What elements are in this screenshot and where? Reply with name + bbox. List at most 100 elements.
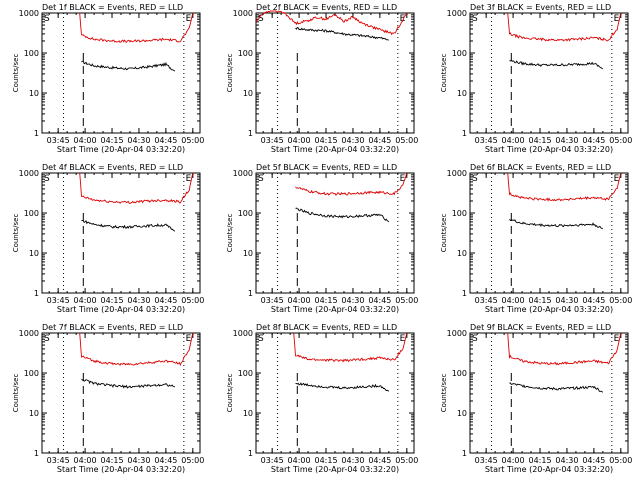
y-tick-label: 100 (238, 49, 253, 58)
x-tick-label: 04:00 (288, 456, 311, 465)
y-tick-label: 1 (248, 289, 253, 298)
x-tick-label: 04:15 (100, 456, 123, 465)
y-tick-label: 1 (462, 289, 467, 298)
x-tick-label: 04:00 (74, 136, 97, 145)
y-axis-label: Counts/sec (12, 374, 20, 413)
x-tick-label: 04:00 (502, 456, 525, 465)
panel-title: Det 5f BLACK = Events, RED = LLD (256, 163, 397, 172)
x-tick-label: 05:00 (609, 136, 632, 145)
series-line-events (509, 218, 604, 230)
y-tick-label: 100 (452, 49, 467, 58)
panel-7: Det 7f BLACK = Events, RED = LLD 1 10 100 10… (12, 323, 204, 474)
plot-frame (41, 332, 201, 454)
x-tick-label: 04:00 (502, 136, 525, 145)
panel-1: Det 1f BLACK = Events, RED = LLD 1 10 100 10… (12, 3, 204, 154)
x-tick-label: 04:15 (528, 456, 551, 465)
x-tick-label: 04:45 (368, 296, 391, 305)
y-tick-label: 1 (248, 449, 253, 458)
y-tick-label: 1 (462, 129, 467, 138)
x-tick-label: 04:30 (555, 456, 578, 465)
x-tick-label: 04:15 (314, 296, 337, 305)
y-tick-label: 10 (457, 89, 467, 98)
y-tick-label: 10 (29, 409, 39, 418)
plot-frame (255, 332, 415, 454)
series-line-events (295, 382, 390, 392)
plot-frame (469, 12, 629, 134)
y-tick-label: 10 (243, 249, 253, 258)
panel-title: Det 3f BLACK = Events, RED = LLD (470, 3, 611, 12)
plot-frame (41, 172, 201, 294)
x-tick-label: 04:15 (100, 296, 123, 305)
y-tick-label: 100 (452, 369, 467, 378)
y-axis-label: Counts/sec (440, 54, 448, 93)
y-tick-label: 1000 (447, 329, 467, 338)
y-tick-label: 100 (238, 209, 253, 218)
end-marker: E (400, 174, 406, 184)
panel-9: Det 9f BLACK = Events, RED = LLD 1 10 100 10… (440, 323, 632, 474)
x-tick-label: 03:45 (475, 456, 498, 465)
y-axis-label: Counts/sec (226, 54, 234, 93)
end-marker: E (400, 14, 406, 24)
x-tick-label: 03:45 (47, 456, 70, 465)
panel-4: Det 4f BLACK = Events, RED = LLD 1 10 100 10… (12, 163, 204, 314)
y-tick-label: 1 (462, 449, 467, 458)
series-line-events (81, 378, 176, 389)
x-tick-label: 03:45 (47, 296, 70, 305)
end-marker: E (186, 334, 192, 344)
x-tick-label: 04:45 (582, 296, 605, 305)
x-tick-label: 03:45 (47, 136, 70, 145)
x-axis-label: Start Time (20-Apr-04 03:32:20) (271, 145, 399, 154)
y-axis-label: Counts/sec (226, 214, 234, 253)
x-tick-label: 04:30 (555, 136, 578, 145)
x-tick-label: 04:15 (528, 136, 551, 145)
end-marker: E (614, 174, 620, 184)
end-marker: E (400, 334, 406, 344)
x-tick-label: 05:00 (181, 296, 204, 305)
end-marker: E (186, 14, 192, 24)
x-axis-label: Start Time (20-Apr-04 03:32:20) (485, 145, 613, 154)
x-tick-label: 04:00 (74, 456, 97, 465)
start-marker: S (258, 14, 264, 24)
y-tick-label: 10 (29, 89, 39, 98)
y-axis-label: Counts/sec (12, 54, 20, 93)
y-tick-label: 1000 (233, 329, 253, 338)
series-line-lld (293, 332, 408, 363)
plot-frame (41, 12, 201, 134)
panel-title: Det 7f BLACK = Events, RED = LLD (42, 323, 183, 332)
y-tick-label: 10 (29, 249, 39, 258)
x-tick-label: 04:00 (288, 296, 311, 305)
y-tick-label: 1000 (19, 329, 39, 338)
y-tick-label: 1 (34, 129, 39, 138)
x-tick-label: 05:00 (395, 136, 418, 145)
start-marker: S (258, 334, 264, 344)
y-tick-label: 1000 (447, 9, 467, 18)
x-tick-label: 05:00 (395, 456, 418, 465)
x-tick-label: 03:45 (261, 296, 284, 305)
series-line-lld (79, 12, 194, 44)
y-tick-label: 1 (34, 289, 39, 298)
x-tick-label: 05:00 (181, 136, 204, 145)
y-tick-label: 100 (238, 369, 253, 378)
end-marker: E (186, 174, 192, 184)
y-axis-label: Counts/sec (440, 374, 448, 413)
series-line-events (81, 60, 176, 72)
x-tick-label: 04:45 (582, 456, 605, 465)
start-marker: S (472, 174, 478, 184)
y-tick-label: 100 (24, 369, 39, 378)
series-line-events (295, 207, 390, 223)
panel-6: Det 6f BLACK = Events, RED = LLD 1 10 100 10… (440, 163, 632, 314)
panel-title: Det 2f BLACK = Events, RED = LLD (256, 3, 397, 12)
series-line-lld (507, 172, 622, 202)
x-tick-label: 04:15 (314, 136, 337, 145)
panel-5: Det 5f BLACK = Events, RED = LLD 1 10 100 10… (226, 163, 418, 314)
panel-2: Det 2f BLACK = Events, RED = LLD 1 10 100 10… (226, 3, 418, 154)
panel-title: Det 4f BLACK = Events, RED = LLD (42, 163, 183, 172)
plot-frame (255, 12, 415, 134)
series-line-lld (255, 10, 408, 36)
start-marker: S (44, 14, 50, 24)
end-marker: E (614, 334, 620, 344)
x-tick-label: 04:45 (154, 456, 177, 465)
x-tick-label: 04:00 (74, 296, 97, 305)
y-axis-label: Counts/sec (12, 214, 20, 253)
